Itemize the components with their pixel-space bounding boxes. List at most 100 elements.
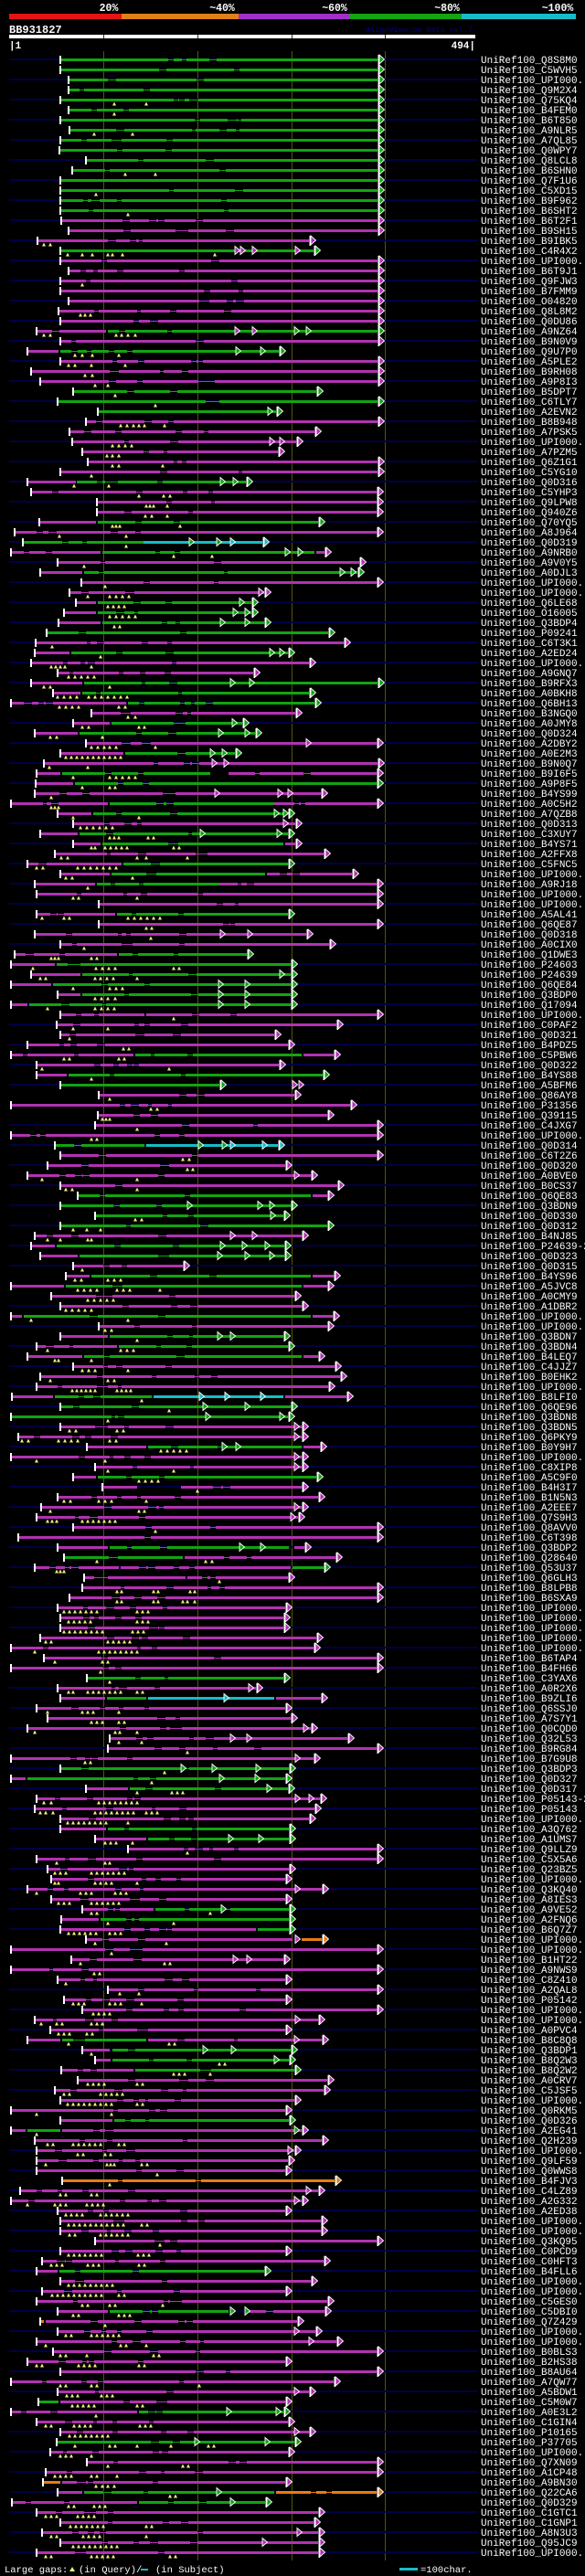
svg-text:UniRef100_P37705: UniRef100_P37705 [481, 2438, 578, 2449]
svg-text:UniRef100_A2FFX8: UniRef100_A2FFX8 [481, 850, 578, 861]
svg-text:UniRef100_Q3BDP2: UniRef100_Q3BDP2 [481, 1543, 578, 1554]
svg-text:UniRef100_A0E3L2: UniRef100_A0E3L2 [481, 2408, 578, 2419]
svg-text:Large gaps:: Large gaps: [5, 2565, 68, 2576]
svg-text:UniRef100_Q3KQ95: UniRef100_Q3KQ95 [481, 2237, 578, 2248]
svg-text:UniRef100_A0CMY9: UniRef100_A0CMY9 [481, 1292, 578, 1303]
svg-text:UniRef100_Q86AY8: UniRef100_Q86AY8 [481, 1091, 578, 1102]
svg-text:UniRef100_UPI000..: UniRef100_UPI000.. [481, 2277, 585, 2288]
svg-text:UniRef100_Q70YQ5: UniRef100_Q70YQ5 [481, 518, 578, 529]
svg-text:UniRef100_C6T3K1: UniRef100_C6T3K1 [481, 639, 578, 650]
svg-text:UniRef100_A7QL85: UniRef100_A7QL85 [481, 136, 578, 147]
svg-text:UniRef100_B9I6F5: UniRef100_B9I6F5 [481, 769, 578, 780]
svg-text:UniRef100_C5WVH5: UniRef100_C5WVH5 [481, 66, 578, 77]
svg-text:UniRef100_B4YS88: UniRef100_B4YS88 [481, 1071, 578, 1082]
svg-text:UniRef100_UPI000..: UniRef100_UPI000.. [481, 1614, 585, 1625]
svg-text:UniRef100_A9BN30: UniRef100_A9BN30 [481, 2478, 578, 2489]
svg-text:UniRef100_A0C5H2: UniRef100_A0C5H2 [481, 800, 578, 811]
svg-text:UniRef100_A7QW77: UniRef100_A7QW77 [481, 2378, 578, 2389]
svg-text:UniRef100_Q53U37: UniRef100_Q53U37 [481, 1564, 578, 1574]
svg-text:UniRef100_A2QAL8: UniRef100_A2QAL8 [481, 1986, 578, 1997]
svg-text:UniRef100_B4YS96: UniRef100_B4YS96 [481, 1272, 578, 1283]
svg-text:UniRef100_UPI000..: UniRef100_UPI000.. [481, 890, 585, 901]
svg-text:UniRef100_UPI000..: UniRef100_UPI000.. [481, 578, 585, 589]
svg-text:UniRef100_Q3BDP3: UniRef100_Q3BDP3 [481, 1765, 578, 1776]
svg-text:UniRef100_C5DBI0: UniRef100_C5DBI0 [481, 2307, 578, 2318]
svg-text:UniRef100_C4JJZ7: UniRef100_C4JJZ7 [481, 1362, 578, 1373]
svg-text:UniRef100_B4H3I7: UniRef100_B4H3I7 [481, 1483, 578, 1494]
svg-text:UniRef100_Q6LE68: UniRef100_Q6LE68 [481, 599, 578, 610]
svg-text:=100char.: =100char. [420, 2565, 473, 2576]
svg-text:UniRef100_UPI000..: UniRef100_UPI000.. [481, 2096, 585, 2107]
svg-text:UniRef100_B6SHN0: UniRef100_B6SHN0 [481, 166, 578, 177]
svg-text:UniRef100_A9NLR5: UniRef100_A9NLR5 [481, 126, 578, 137]
svg-text:UniRef100_UPI000..: UniRef100_UPI000.. [481, 588, 585, 599]
svg-text:UniRef100_UPI000..: UniRef100_UPI000.. [481, 1945, 585, 1956]
svg-text:UniRef100_UPI000..: UniRef100_UPI000.. [481, 1624, 585, 1635]
svg-text:UniRef100_Q3BDN8: UniRef100_Q3BDN8 [481, 1413, 578, 1424]
svg-text:~100%: ~100% [542, 3, 574, 15]
svg-text:UniRef100_A9RJ18: UniRef100_A9RJ18 [481, 880, 578, 891]
svg-text:UniRef100_Q3BDN9: UniRef100_Q3BDN9 [481, 1202, 578, 1213]
svg-text:UniRef100_B8Q2W3: UniRef100_B8Q2W3 [481, 2056, 578, 2067]
svg-text:UniRef100_UPI000..: UniRef100_UPI000.. [481, 76, 585, 87]
svg-text:UniRef100_UPI000..: UniRef100_UPI000.. [481, 1453, 585, 1464]
svg-text:UniRef100_B4NJ85: UniRef100_B4NJ85 [481, 1232, 578, 1243]
svg-text:UniRef100_C5X5A6: UniRef100_C5X5A6 [481, 1855, 578, 1866]
svg-text:UniRef100_C1GIN4: UniRef100_C1GIN4 [481, 2418, 578, 2429]
svg-text:UniRef100_A9VE52: UniRef100_A9VE52 [481, 1905, 578, 1916]
svg-text:UniRef100_Q3BDP0: UniRef100_Q3BDP0 [481, 991, 578, 1002]
svg-text:UniRef100_Q17094: UniRef100_Q17094 [481, 1001, 578, 1012]
svg-text:UniRef100_A0R2X6: UniRef100_A0R2X6 [481, 1684, 578, 1695]
svg-text:UniRef100_UPI000..: UniRef100_UPI000.. [481, 2006, 585, 2017]
svg-text:~80%: ~80% [434, 3, 460, 15]
svg-text:UniRef100_UPI000..: UniRef100_UPI000.. [481, 257, 585, 268]
svg-text:UniRef100_B6SHT2: UniRef100_B6SHT2 [481, 207, 578, 217]
svg-text:UniRef100_B6T9J1: UniRef100_B6T9J1 [481, 267, 578, 278]
svg-text:UniRef100_P24639-2: UniRef100_P24639-2 [481, 1242, 585, 1253]
svg-text:UniRef100_Q0D312: UniRef100_Q0D312 [481, 1222, 578, 1233]
svg-text:UniRef100_UPI000..: UniRef100_UPI000.. [481, 1131, 585, 1142]
svg-text:UniRef100_P24639: UniRef100_P24639 [481, 970, 578, 981]
svg-text:UniRef100_B1N5N3: UniRef100_B1N5N3 [481, 1493, 578, 1504]
svg-text:UniRef100_B9RFX3: UniRef100_B9RFX3 [481, 679, 578, 690]
svg-text:UniRef100_O16005: UniRef100_O16005 [481, 609, 578, 620]
svg-text:UniRef100_B0Y9H7: UniRef100_B0Y9H7 [481, 1443, 578, 1454]
svg-text:~40%: ~40% [209, 3, 235, 15]
svg-text:UniRef100_A5PLE2: UniRef100_A5PLE2 [481, 357, 578, 368]
svg-text:UniRef100_B6T2F1: UniRef100_B6T2F1 [481, 217, 578, 228]
svg-text:UniRef100_Q9U7P0: UniRef100_Q9U7P0 [481, 347, 578, 358]
svg-text:UniRef100_UPI000..: UniRef100_UPI000.. [481, 2227, 585, 2238]
svg-text:(in Query)/: (in Query)/ [79, 2565, 142, 2576]
svg-text:UniRef100_P24603: UniRef100_P24603 [481, 960, 578, 971]
svg-text:UniRef100_B9N0Q7: UniRef100_B9N0Q7 [481, 759, 578, 770]
svg-text:UniRef100_A9NRB0: UniRef100_A9NRB0 [481, 548, 578, 559]
svg-text:UniRef100_Q39115: UniRef100_Q39115 [481, 1111, 578, 1122]
svg-text:UniRef100_Q0WPY7: UniRef100_Q0WPY7 [481, 146, 578, 157]
svg-text:UniRef100_Q9M2X4: UniRef100_Q9M2X4 [481, 86, 578, 97]
svg-text:494|: 494| [452, 41, 475, 52]
svg-text:UniRef100_A0CIX0: UniRef100_A0CIX0 [481, 940, 578, 951]
svg-text:UniRef100_Q3BDN4: UniRef100_Q3BDN4 [481, 1342, 578, 1353]
svg-text:UniRef100_UPI000..: UniRef100_UPI000.. [481, 2448, 585, 2459]
svg-text:UniRef100_B3NGQ0: UniRef100_B3NGQ0 [481, 709, 578, 720]
svg-text:UniRef100_B0BLS3: UniRef100_B0BLS3 [481, 2348, 578, 2359]
svg-text:UniRef100_A3Q762: UniRef100_A3Q762 [481, 1825, 578, 1836]
svg-text:UniRef100_B9RG84: UniRef100_B9RG84 [481, 1744, 578, 1755]
svg-text:UniRef100_Q0D320: UniRef100_Q0D320 [481, 1161, 578, 1172]
svg-text:UniRef100_A8J964: UniRef100_A8J964 [481, 528, 578, 539]
svg-text:UniRef100_UPI000..: UniRef100_UPI000.. [481, 1322, 585, 1333]
svg-text:UniRef100_O04820: UniRef100_O04820 [481, 297, 578, 308]
svg-text:UniRef100_B0CS37: UniRef100_B0CS37 [481, 1182, 578, 1193]
svg-text:UniRef100_C5GES0: UniRef100_C5GES0 [481, 2297, 578, 2308]
svg-text:UniRef100_A8IES3: UniRef100_A8IES3 [481, 1895, 578, 1906]
svg-text:UniRef100_Q6BH13: UniRef100_Q6BH13 [481, 699, 578, 710]
svg-text:UniRef100_B2HS38: UniRef100_B2HS38 [481, 2358, 578, 2369]
svg-text:UniRef100_C5PBW6: UniRef100_C5PBW6 [481, 1051, 578, 1062]
svg-text:20%: 20% [100, 3, 119, 15]
svg-text:UniRef100_C5YG10: UniRef100_C5YG10 [481, 468, 578, 479]
svg-text:UniRef100_Q7Z429: UniRef100_Q7Z429 [481, 2317, 578, 2328]
svg-text:UniRef100_UPI000..: UniRef100_UPI000.. [481, 1312, 585, 1323]
svg-text:UniRef100_A5AL41: UniRef100_A5AL41 [481, 910, 578, 921]
svg-text:UniRef100_A9GNQ7: UniRef100_A9GNQ7 [481, 669, 578, 680]
svg-text:UniRef100_UPI000..: UniRef100_UPI000.. [481, 659, 585, 670]
